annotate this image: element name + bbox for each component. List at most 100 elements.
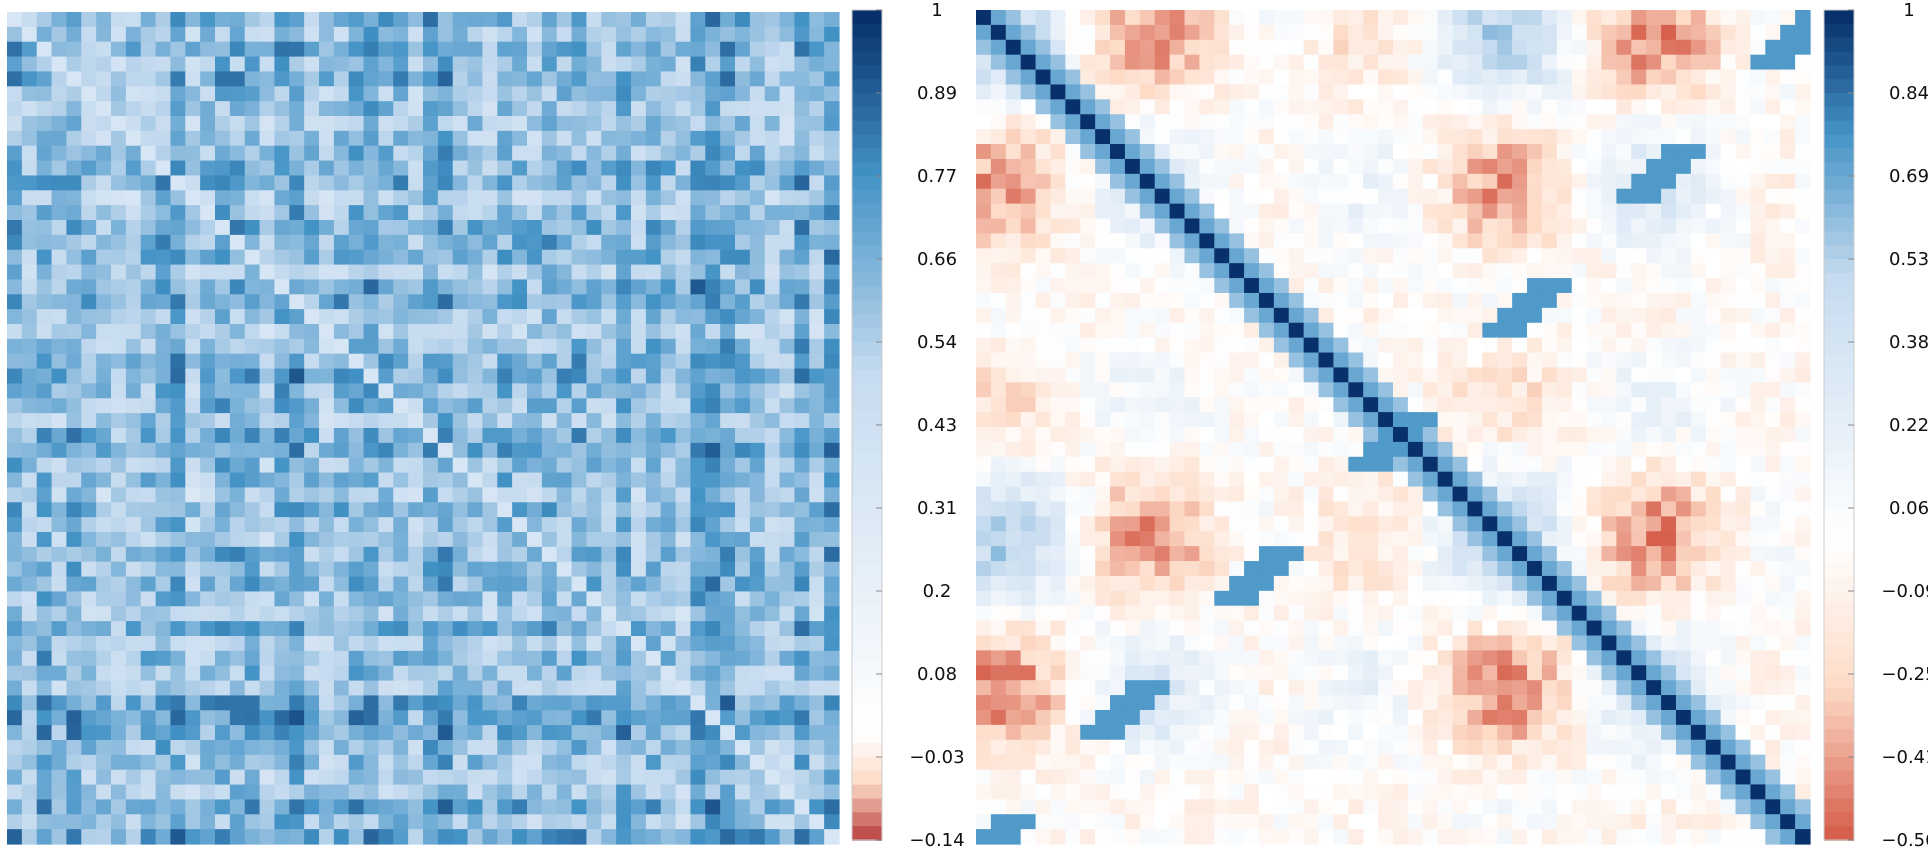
heatmap-cell bbox=[527, 695, 543, 711]
heatmap-cell bbox=[36, 680, 53, 697]
heatmap-cell bbox=[660, 175, 677, 191]
heatmap-cell bbox=[423, 710, 439, 726]
heatmap-cell bbox=[1005, 382, 1022, 398]
heatmap-cell bbox=[66, 190, 82, 206]
heatmap-cell bbox=[452, 294, 469, 310]
heatmap-cell bbox=[155, 353, 172, 370]
heatmap-cell bbox=[1407, 233, 1424, 249]
heatmap-cell bbox=[66, 710, 82, 726]
heatmap-cell bbox=[1646, 278, 1662, 294]
heatmap-cell bbox=[645, 680, 662, 697]
heatmap-cell bbox=[185, 710, 201, 726]
heatmap-cell bbox=[452, 145, 469, 162]
heatmap-cell bbox=[1467, 352, 1483, 369]
heatmap-cell bbox=[720, 26, 736, 43]
heatmap-cell bbox=[764, 220, 781, 236]
heatmap-cell bbox=[1735, 84, 1752, 100]
heatmap-cell bbox=[631, 26, 647, 43]
heatmap-cell bbox=[274, 86, 290, 102]
heatmap-cell bbox=[1407, 441, 1424, 458]
heatmap-cell bbox=[1005, 471, 1022, 488]
heatmap-cell bbox=[809, 279, 825, 295]
heatmap-cell bbox=[1631, 158, 1647, 175]
heatmap-cell bbox=[1795, 144, 1811, 160]
heatmap-cell bbox=[1393, 233, 1409, 249]
heatmap-cell bbox=[51, 502, 68, 518]
heatmap-cell bbox=[170, 799, 186, 815]
heatmap-cell bbox=[1214, 218, 1230, 234]
heatmap-cell bbox=[1288, 24, 1305, 41]
heatmap-cell bbox=[1154, 412, 1171, 428]
heatmap-cell bbox=[976, 114, 992, 130]
heatmap-cell bbox=[348, 561, 365, 578]
heatmap-cell bbox=[1586, 188, 1603, 205]
heatmap-cell bbox=[81, 234, 97, 251]
heatmap-cell bbox=[1452, 158, 1469, 175]
heatmap-cell bbox=[467, 487, 484, 503]
heatmap-cell bbox=[125, 26, 142, 43]
heatmap-cell bbox=[1199, 99, 1215, 115]
heatmap-cell bbox=[215, 12, 231, 28]
heatmap-cell bbox=[1497, 367, 1513, 383]
heatmap-cell bbox=[824, 86, 840, 102]
heatmap-cell bbox=[1169, 441, 1186, 458]
heatmap-cell bbox=[215, 442, 231, 459]
heatmap-cell bbox=[1497, 39, 1513, 56]
heatmap-cell bbox=[1750, 39, 1766, 56]
colorbar-tick-label: 0.89 bbox=[917, 83, 957, 104]
heatmap-cell bbox=[1378, 69, 1394, 86]
heatmap-cell bbox=[824, 769, 840, 786]
heatmap-cell bbox=[1765, 456, 1781, 473]
heatmap-cell bbox=[1124, 218, 1141, 234]
heatmap-cell bbox=[1765, 144, 1781, 160]
heatmap-cell bbox=[990, 99, 1007, 115]
heatmap-cell bbox=[185, 249, 201, 266]
heatmap-cell bbox=[21, 472, 38, 489]
heatmap-cell bbox=[1154, 337, 1171, 354]
heatmap-cell bbox=[1780, 233, 1796, 249]
heatmap-cell bbox=[140, 86, 157, 102]
heatmap-cell bbox=[1407, 218, 1424, 234]
heatmap-cell bbox=[1616, 352, 1632, 369]
heatmap-cell bbox=[512, 814, 528, 830]
heatmap-cell bbox=[1735, 278, 1752, 294]
heatmap-cell bbox=[645, 502, 662, 518]
heatmap-cell bbox=[675, 740, 692, 756]
heatmap-cell bbox=[1765, 24, 1781, 41]
heatmap-cell bbox=[1229, 84, 1245, 100]
heatmap-cell bbox=[437, 561, 454, 578]
heatmap-cell bbox=[140, 249, 157, 266]
heatmap-cell bbox=[1601, 367, 1617, 383]
heatmap-cell bbox=[185, 725, 201, 741]
heatmap-cell bbox=[155, 220, 172, 236]
heatmap-cell bbox=[1348, 233, 1364, 249]
heatmap-cell bbox=[1616, 54, 1632, 71]
heatmap-cell bbox=[437, 457, 454, 474]
heatmap-cell bbox=[393, 606, 409, 622]
heatmap-cell bbox=[393, 160, 409, 177]
heatmap-cell bbox=[363, 413, 380, 429]
heatmap-cell bbox=[541, 12, 558, 28]
heatmap-cell bbox=[660, 650, 677, 667]
heatmap-cell bbox=[976, 322, 992, 339]
heatmap-cell bbox=[7, 591, 23, 607]
heatmap-cell bbox=[824, 442, 840, 459]
heatmap-cell bbox=[363, 383, 380, 399]
heatmap-cell bbox=[111, 532, 127, 548]
heatmap-cell bbox=[631, 829, 647, 845]
heatmap-cell bbox=[96, 769, 112, 786]
heatmap-cell bbox=[319, 576, 335, 593]
heatmap-cell bbox=[660, 829, 677, 845]
heatmap-cell bbox=[1214, 397, 1230, 413]
heatmap-cell bbox=[229, 86, 246, 102]
heatmap-cell bbox=[125, 710, 142, 726]
heatmap-cell bbox=[1214, 322, 1230, 339]
heatmap-cell bbox=[616, 784, 632, 801]
heatmap-cell bbox=[571, 130, 588, 147]
heatmap-cell bbox=[1541, 337, 1558, 354]
heatmap-cell bbox=[809, 41, 825, 58]
heatmap-cell bbox=[1154, 441, 1171, 458]
heatmap-cell bbox=[259, 309, 276, 325]
heatmap-cell bbox=[990, 307, 1007, 324]
heatmap-cell bbox=[1318, 114, 1335, 130]
